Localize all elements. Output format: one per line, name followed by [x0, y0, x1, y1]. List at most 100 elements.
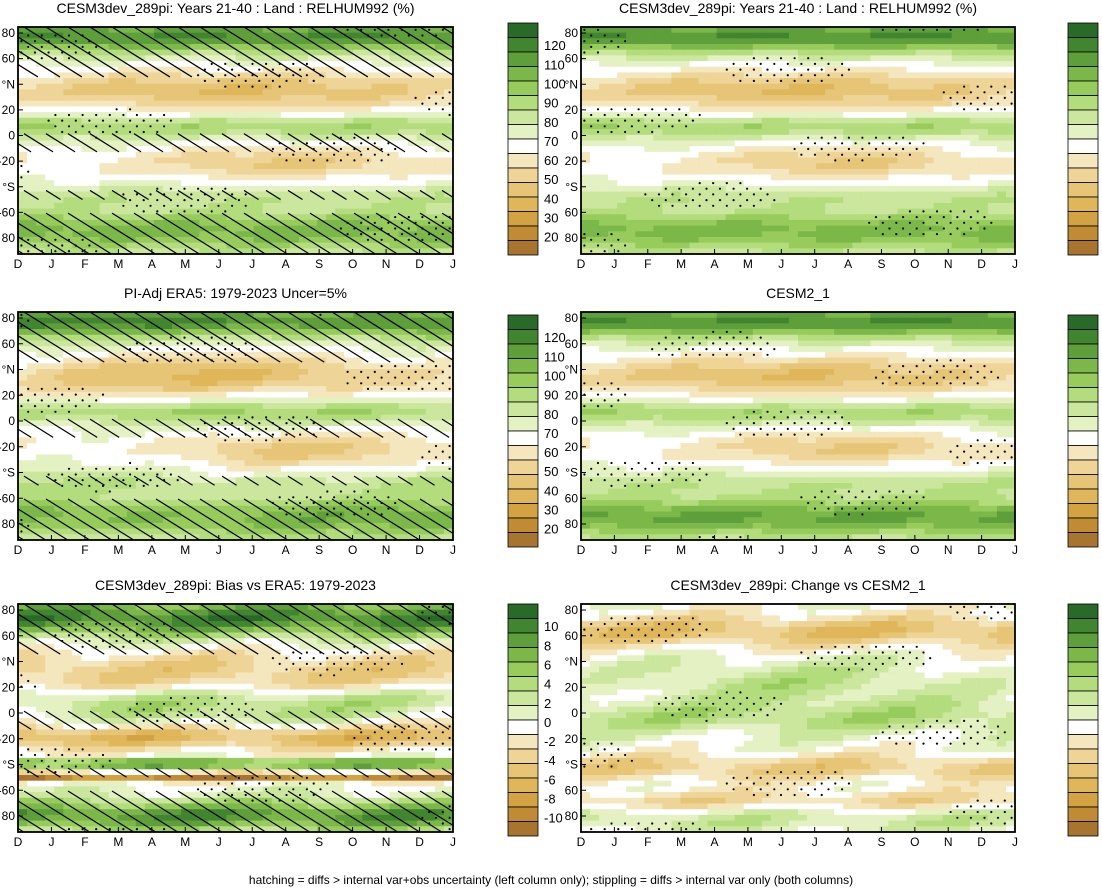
- heatmap-cell: [969, 66, 980, 73]
- heatmap-cell: [707, 83, 718, 91]
- stippling: [20, 28, 451, 253]
- heatmap-cell: [389, 66, 400, 73]
- heatmap-cell: [770, 185, 781, 193]
- heatmap-cell: [978, 49, 989, 56]
- heatmap-cell: [725, 163, 736, 170]
- heatmap-cell: [689, 83, 700, 91]
- heatmap-cell: [906, 208, 917, 215]
- heatmap-cell: [108, 146, 119, 153]
- heatmap-cell: [36, 95, 46, 102]
- heatmap-cell: [617, 180, 627, 187]
- heatmap-cell: [897, 61, 908, 68]
- heatmap-cell: [671, 38, 682, 45]
- heatmap-cell: [416, 242, 427, 249]
- heatmap-cell: [698, 61, 709, 68]
- heatmap-cell: [761, 208, 772, 215]
- heatmap-cell: [779, 83, 790, 91]
- heatmap-cell: [590, 61, 600, 68]
- heatmap-cell: [599, 106, 609, 113]
- heatmap-cell: [36, 61, 46, 68]
- heatmap-cell: [978, 78, 989, 85]
- heatmap-cell: [172, 374, 182, 381]
- heatmap-cell: [743, 66, 754, 73]
- heatmap-cell: [335, 363, 345, 370]
- heatmap-cell: [126, 157, 137, 164]
- heatmap-cell: [915, 89, 926, 96]
- heatmap-cell: [734, 117, 745, 125]
- heatmap-cell: [262, 27, 273, 34]
- heatmap-cell: [834, 27, 844, 34]
- heatmap-cell: [933, 157, 944, 164]
- heatmap-cell: [271, 151, 282, 159]
- heatmap-cell: [317, 208, 327, 215]
- heatmap-cell: [271, 27, 282, 34]
- heatmap-cell: [235, 202, 246, 210]
- heatmap-cell: [698, 78, 709, 85]
- heatmap-cell: [924, 61, 935, 68]
- heatmap-cell: [380, 163, 391, 170]
- heatmap-cell: [951, 191, 962, 198]
- heatmap-cell: [743, 44, 754, 51]
- heatmap-cell: [153, 380, 164, 387]
- heatmap-cell: [870, 83, 880, 91]
- heatmap-cell: [45, 334, 55, 342]
- heatmap-cell: [987, 78, 998, 85]
- heatmap-cell: [135, 72, 146, 79]
- heatmap-cell: [425, 225, 436, 232]
- heatmap-cell: [915, 61, 926, 68]
- heatmap-cell: [434, 89, 445, 96]
- heatmap-cell: [63, 89, 73, 96]
- heatmap-cell: [108, 231, 119, 238]
- heatmap-cell: [27, 357, 37, 364]
- heatmap-cell: [924, 83, 935, 91]
- heatmap-cell: [353, 397, 363, 404]
- heatmap-cell: [362, 123, 373, 130]
- heatmap-cell: [163, 351, 173, 359]
- heatmap-cell: [326, 380, 336, 387]
- heatmap-cell: [45, 123, 55, 130]
- hatch-line: [89, 212, 156, 254]
- heatmap-cell: [960, 55, 971, 62]
- heatmap-cell: [27, 403, 37, 410]
- heatmap-cell: [72, 168, 83, 176]
- heatmap-cell: [81, 89, 92, 96]
- heatmap-cell: [734, 163, 745, 170]
- heatmap-cell: [761, 106, 772, 113]
- heatmap-cell: [54, 168, 64, 176]
- heatmap-cell: [897, 242, 908, 249]
- heatmap-cell: [644, 66, 654, 73]
- heatmap-cell: [389, 27, 400, 34]
- heatmap-cell: [924, 191, 935, 198]
- heatmap-cell: [888, 117, 899, 125]
- heatmap-cell: [798, 219, 808, 227]
- heatmap-cell: [779, 66, 790, 73]
- heatmap-cell: [217, 163, 228, 170]
- heatmap-cell: [289, 208, 300, 215]
- heatmap-cell: [226, 363, 237, 370]
- heatmap-cell: [843, 202, 853, 210]
- heatmap-cell: [153, 140, 164, 147]
- heatmap-cell: [172, 408, 182, 416]
- heatmap-cell: [280, 117, 291, 125]
- heatmap-cell: [199, 38, 209, 45]
- x-tick-label: J: [48, 257, 54, 271]
- heatmap-cell: [398, 208, 409, 215]
- heatmap-cell: [407, 117, 418, 125]
- heatmap-cell: [635, 44, 645, 51]
- heatmap-cell: [217, 202, 228, 210]
- heatmap-cell: [707, 27, 718, 34]
- heatmap-cell: [879, 72, 890, 79]
- heatmap-cell: [271, 231, 282, 238]
- heatmap-cell: [172, 134, 182, 142]
- heatmap-cell: [734, 151, 745, 159]
- heatmap-cell: [825, 95, 835, 102]
- heatmap-cell: [108, 214, 119, 221]
- heatmap-cell: [1005, 146, 1015, 153]
- hatch-line: [155, 189, 171, 201]
- heatmap-cell: [716, 202, 727, 210]
- heatmap-cell: [416, 44, 427, 51]
- heatmap-cell: [416, 248, 427, 254]
- heatmap-cell: [208, 225, 218, 232]
- heatmap-cell: [153, 151, 164, 159]
